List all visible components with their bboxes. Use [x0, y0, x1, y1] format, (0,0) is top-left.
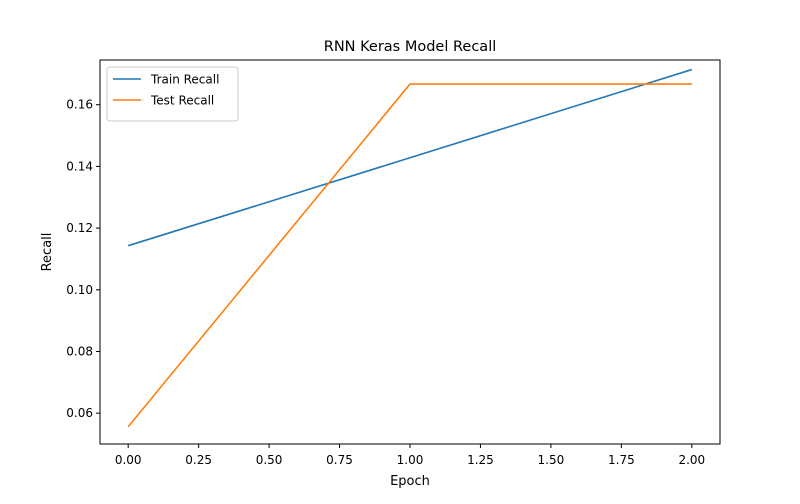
x-tick-label: 1.00: [397, 453, 424, 467]
x-tick-label: 1.50: [538, 453, 565, 467]
x-tick-label: 2.00: [678, 453, 705, 467]
plot-area: [100, 60, 720, 444]
y-tick-label: 0.10: [66, 283, 93, 297]
y-tick-label: 0.12: [66, 221, 93, 235]
y-tick-label: 0.06: [66, 406, 93, 420]
legend-box: [106, 66, 239, 122]
y-axis: 0.06 0.08 0.10 0.12 0.14 0.16: [66, 98, 100, 420]
x-tick-label: 0.25: [185, 453, 212, 467]
x-axis: 0.00 0.25 0.50 0.75 1.00 1.25 1.50 1.75 2.00: [115, 444, 705, 467]
x-tick-label: 0.75: [326, 453, 353, 467]
y-axis-label: Recall: [40, 233, 55, 272]
y-tick-label: 0.14: [66, 159, 93, 173]
x-tick-label: 0.50: [256, 453, 283, 467]
legend-label: Test Recall: [150, 94, 214, 108]
legend: Train Recall Test Recall: [106, 66, 239, 122]
y-tick-label: 0.08: [66, 344, 93, 358]
series-line-train-recall: [127, 68, 693, 247]
x-tick-label: 1.25: [467, 453, 494, 467]
legend-label: Train Recall: [150, 73, 219, 87]
x-axis-label: Epoch: [390, 474, 430, 489]
y-tick-label: 0.16: [66, 98, 93, 112]
x-tick-label: 1.75: [608, 453, 635, 467]
chart-title: RNN Keras Model Recall: [324, 39, 497, 55]
x-tick-label: 0.00: [115, 453, 142, 467]
series-layer: [127, 68, 693, 428]
series-line-test-recall: [127, 83, 692, 428]
